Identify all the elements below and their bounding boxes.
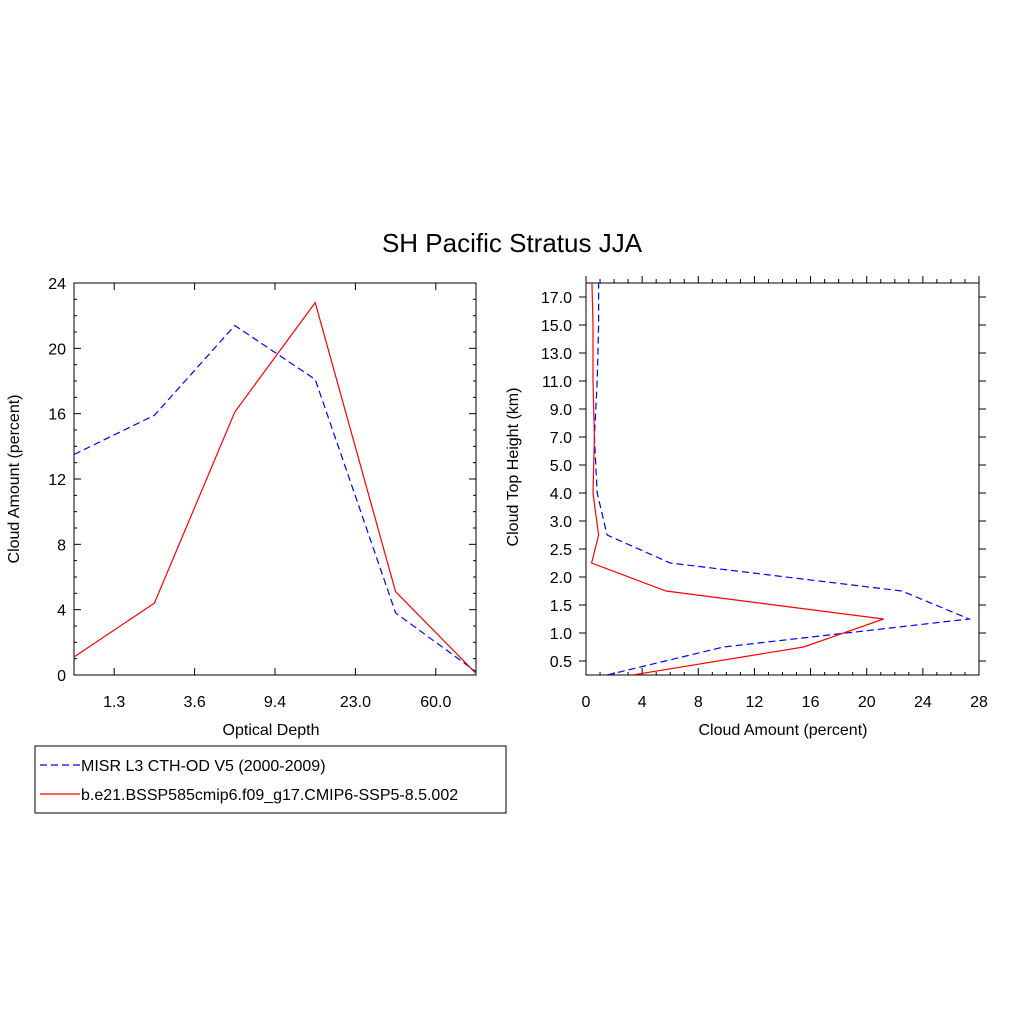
right-x-tick-label: 12	[746, 694, 764, 711]
right-y-tick-label: 17.0	[541, 290, 572, 307]
right-y-tick-label: 2.0	[550, 570, 572, 587]
left-y-axis-label: Cloud Amount (percent)	[6, 395, 23, 564]
legend-label-obs: MISR L3 CTH-OD V5 (2000-2009)	[81, 758, 326, 775]
left-x-tick-label: 1.3	[103, 694, 125, 711]
left-y-tick-label: 20	[48, 341, 66, 358]
right-y-axis-label: Cloud Top Height (km)	[505, 388, 522, 547]
right-y-tick-label: 1.0	[550, 626, 572, 643]
legend-box	[34, 745, 507, 814]
right-x-tick-label: 8	[694, 694, 703, 711]
left-series-line-obs	[73, 324, 477, 673]
right-y-tick-label: 1.5	[550, 598, 572, 615]
optical-depth-panel: 0 4 8 12 16 20 24 1.3 3.6 9.4 23.0 60.0 Optical Dep…	[6, 276, 477, 739]
right-y-tick-label: 5.0	[550, 458, 572, 475]
right-x-tick-label: 0	[582, 694, 591, 711]
right-y-tick-label: 7.0	[550, 430, 572, 447]
left-x-tick-label: 23.0	[340, 694, 371, 711]
left-y-tick-label: 24	[48, 276, 66, 293]
right-y-tick-label: 2.5	[550, 542, 572, 559]
right-series-line-obs	[593, 283, 972, 675]
left-y-tick-label: 16	[48, 407, 66, 424]
right-plot-frame	[585, 282, 980, 676]
right-y-tick-label: 4.0	[550, 486, 572, 503]
legend: MISR L3 CTH-OD V5 (2000-2009) b.e21.BSSP…	[34, 745, 507, 814]
left-y-tick-label: 4	[57, 603, 66, 620]
right-y-tick-label: 9.0	[550, 402, 572, 419]
right-y-tick-label: 0.5	[550, 654, 572, 671]
left-y-tick-label: 0	[57, 668, 66, 685]
right-y-tick-label: 3.0	[550, 514, 572, 531]
right-x-tick-label: 28	[970, 694, 988, 711]
left-x-axis-label: Optical Depth	[223, 722, 320, 739]
left-y-tick-label: 8	[57, 537, 66, 554]
right-x-axis-label: Cloud Amount (percent)	[699, 722, 868, 739]
figure-title: SH Pacific Stratus JJA	[382, 228, 643, 258]
right-x-tick-label: 24	[914, 694, 932, 711]
right-y-tick-label: 11.0	[542, 374, 572, 391]
right-series-line-model	[590, 283, 884, 675]
left-x-tick-label: 3.6	[183, 694, 205, 711]
cloud-top-height-panel: 0 4 8 12 16 20 24 28 0.5 1.0 1.5 2.0 2.5 3.0 4.0 5.0 7.0…	[505, 276, 988, 739]
left-y-tick-label: 12	[48, 472, 66, 489]
legend-label-model: b.e21.BSSP585cmip6.f09_g17.CMIP6-SSP5-8.…	[81, 787, 458, 804]
right-x-tick-label: 20	[858, 694, 876, 711]
left-x-tick-label: 60.0	[420, 694, 451, 711]
right-x-tick-label: 4	[638, 694, 647, 711]
right-y-tick-label: 15.0	[541, 318, 572, 335]
right-y-tick-label: 13.0	[541, 346, 572, 363]
left-x-tick-label: 9.4	[264, 694, 286, 711]
right-x-tick-label: 16	[802, 694, 820, 711]
left-series-line-model	[73, 301, 477, 674]
